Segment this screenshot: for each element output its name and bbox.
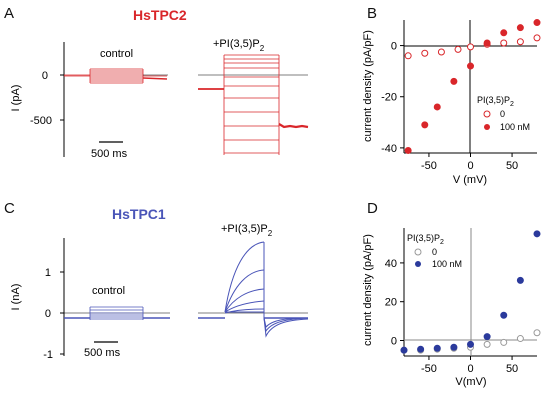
panel-a-title: HsTPC2 (133, 7, 187, 23)
panel-b-point-s0-1 (421, 49, 429, 57)
panel-a-treat-label: +PI(3,5)P2 (213, 38, 265, 53)
panel-d-point-s1-2 (433, 344, 441, 352)
panel-a-scalebar-label: 500 ms (91, 148, 128, 160)
panel-b-point-s0-3 (454, 45, 462, 53)
panel-b-point-s1-0 (404, 146, 412, 154)
panel-b-legend-marker-open (483, 110, 491, 118)
panel-b-ylabel: current density (pA/pF) (362, 30, 374, 142)
panel-d-point-s0-7 (516, 335, 524, 343)
panel-a-treat-text: +PI(3,5)P (213, 38, 260, 50)
panel-c-treat-traces (198, 241, 309, 338)
panel-d-legend-marker-filled (415, 261, 421, 267)
panel-d-points (400, 230, 541, 354)
panel-d-legend: PI(3,5)P2 0 100 nM (407, 233, 462, 269)
panel-d-point-s0-5 (483, 340, 491, 348)
panel-d-legend-0: 0 (432, 247, 437, 257)
panel-d-xlabel: V(mV) (455, 376, 486, 388)
panel-d-point-s1-8 (533, 230, 541, 238)
panel-d-point-s0-8 (533, 329, 541, 337)
panel-d-point-s1-3 (450, 343, 458, 351)
panel-b-legend-title-sub: 2 (510, 101, 514, 108)
panel-b: B -50 0 50 0 -20 -40 V (mV) current density (… (362, 5, 541, 186)
panel-b-xtick-label-0: -50 (421, 160, 437, 172)
panel-b-xlabel: V (mV) (453, 174, 487, 186)
panel-b-ytick-label-1: -20 (381, 92, 397, 104)
panel-d-ytick-label-1: 20 (385, 297, 397, 309)
panel-b-point-s0-0 (404, 52, 412, 60)
panel-d-point-s1-6 (500, 311, 508, 319)
panel-a-control-label: control (100, 48, 133, 60)
panel-b-point-s1-4 (467, 62, 474, 70)
panel-b-legend-title: PI(3,5)P2 (477, 95, 514, 108)
panel-c-title: HsTPC1 (112, 206, 166, 222)
panel-a-letter: A (4, 5, 14, 22)
panel-c-ylabel: I (nA) (10, 284, 22, 311)
panel-b-legend: PI(3,5)P2 0 100 nM (476, 90, 538, 134)
panel-b-point-s1-1 (421, 121, 429, 129)
panel-b-point-s1-3 (450, 77, 458, 85)
panel-b-point-s0-7 (516, 38, 524, 46)
panel-c-treat-label: +PI(3,5)P2 (221, 223, 273, 238)
panel-a-ytick-label-neg500: -500 (30, 115, 52, 127)
panel-a-ytick-label-0: 0 (42, 70, 48, 82)
panel-b-legend-marker-filled (484, 124, 490, 130)
panel-c-ytick-label-neg1: -1 (43, 349, 53, 361)
panel-b-xtick-label-2: 50 (506, 160, 518, 172)
panel-d-xtick-label-0: -50 (421, 363, 437, 375)
panel-b-legend-100nm: 100 nM (500, 122, 530, 132)
panel-b-point-s0-2 (437, 48, 445, 56)
panel-c: C HsTPC1 1 0 -1 I (nA) 500 ms control +P… (4, 200, 309, 361)
panel-c-treat-sub: 2 (268, 229, 273, 238)
panel-a-treat-traces (198, 54, 309, 155)
panel-b-point-s0-4 (467, 43, 474, 51)
panel-c-ytick-label-1: 1 (45, 267, 51, 279)
panel-b-point-s0-6 (500, 39, 508, 47)
panel-b-point-s1-2 (433, 103, 441, 111)
panel-b-points (404, 19, 541, 154)
panel-b-legend-title-text: PI(3,5)P (477, 95, 510, 105)
panel-c-scalebar-label: 500 ms (84, 347, 121, 359)
panel-c-ytick-label-0: 0 (45, 308, 51, 320)
panel-d-ticks: -50 0 50 40 20 0 (385, 258, 518, 375)
panel-d-ytick-label-0: 40 (385, 258, 397, 270)
panel-d-legend-title: PI(3,5)P2 (407, 233, 444, 246)
panel-b-point-s0-8 (533, 34, 541, 42)
panel-c-letter: C (4, 200, 15, 217)
panel-d-ytick-label-2: 0 (391, 335, 397, 347)
panel-d-legend-100nm: 100 nM (432, 259, 462, 269)
panel-b-point-s1-6 (500, 29, 508, 37)
panel-d-point-s1-5 (483, 333, 491, 341)
panel-a-ylabel: I (pA) (10, 85, 22, 112)
panel-b-point-s1-8 (533, 19, 541, 27)
panel-d-legend-title-sub: 2 (440, 239, 444, 246)
panel-d-point-s0-6 (500, 338, 508, 346)
panel-d-legend-marker-open (414, 248, 422, 256)
panel-d-ylabel: current density (pA/pF) (362, 234, 374, 346)
panel-d-point-s1-1 (417, 345, 425, 353)
panel-b-point-s1-7 (516, 24, 524, 32)
panel-d-point-s1-7 (516, 276, 524, 284)
panel-d-xtick-label-1: 0 (467, 363, 473, 375)
panel-c-control-label: control (92, 285, 125, 297)
panel-b-letter: B (367, 5, 377, 22)
panel-d-legend-title-text: PI(3,5)P (407, 233, 440, 243)
panel-b-xtick-label-1: 0 (467, 160, 473, 172)
panel-c-treat-text: +PI(3,5)P (221, 223, 268, 235)
panel-a: A HsTPC2 0 -500 I (pA) 500 ms control +P… (4, 5, 309, 160)
panel-b-ytick-label-2: -40 (381, 143, 397, 155)
panel-d-point-s1-0 (400, 346, 408, 354)
panel-d-point-s1-4 (467, 340, 474, 348)
panel-b-point-s1-5 (483, 39, 491, 47)
panel-d-xtick-label-2: 50 (506, 363, 518, 375)
panel-a-treat-sub: 2 (260, 44, 265, 53)
panel-b-ytick-label-0: 0 (391, 41, 397, 53)
panel-a-control-traces (64, 68, 168, 84)
panel-b-ticks: -50 0 50 0 -20 -40 (381, 41, 518, 172)
panel-b-legend-0: 0 (500, 109, 505, 119)
panel-d-letter: D (367, 200, 378, 217)
panel-c-control-traces (64, 306, 170, 320)
